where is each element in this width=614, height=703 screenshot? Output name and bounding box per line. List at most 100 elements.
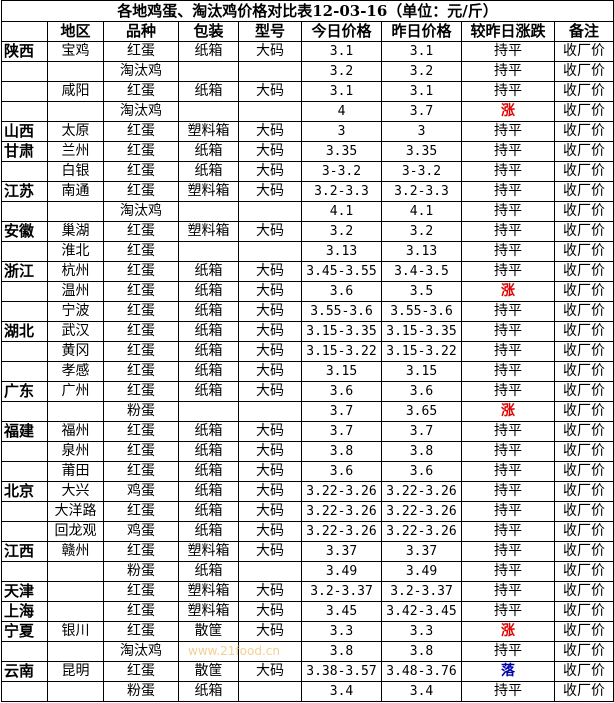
- cell-today-price: 3.45-3.55: [301, 261, 382, 282]
- cell-note: 收厂价: [553, 361, 614, 382]
- cell-size: 大码: [238, 301, 302, 322]
- cell-packaging: 纸箱: [178, 161, 239, 182]
- cell-region: 咸阳: [47, 81, 104, 102]
- table-row: 江西 赣州 红蛋 塑料箱 大码 3.37 3.37 持平 收厂价: [1, 541, 614, 562]
- cell-variety: 粉蛋: [103, 401, 179, 422]
- cell-packaging: 塑料箱: [178, 541, 239, 562]
- header-province: [1, 21, 48, 42]
- table-row: 淘汰鸡 4 3.7 涨收厂价: [1, 101, 614, 122]
- cell-packaging: 纸箱: [178, 341, 239, 362]
- cell-change: 持平: [461, 681, 555, 702]
- cell-change: 持平: [461, 481, 555, 502]
- cell-size: 大码: [238, 461, 302, 482]
- cell-region: 淮北: [47, 241, 104, 262]
- cell-yesterday-price: 3.22-3.26: [381, 481, 462, 502]
- cell-yesterday-price: 3.1: [381, 81, 462, 102]
- cell-packaging: 纸箱: [178, 41, 239, 62]
- cell-region: [47, 101, 104, 122]
- header-today-price: 今日价格: [301, 21, 382, 42]
- cell-province: 陕西: [1, 41, 48, 62]
- cell-variety: 红蛋: [103, 241, 179, 262]
- cell-size: [238, 561, 302, 582]
- cell-yesterday-price: 3.6: [381, 461, 462, 482]
- cell-change: 涨: [461, 401, 555, 422]
- cell-variety: 粉蛋: [103, 681, 179, 702]
- cell-note: 收厂价: [553, 601, 614, 622]
- cell-variety: 红蛋: [103, 161, 179, 182]
- cell-variety: 红蛋: [103, 41, 179, 62]
- cell-variety: 红蛋: [103, 321, 179, 342]
- cell-note: 收厂价: [553, 621, 614, 642]
- cell-variety: 鸡蛋: [103, 521, 179, 542]
- cell-today-price: 3.2-3.37: [301, 581, 382, 602]
- cell-variety: 淘汰鸡: [103, 101, 179, 122]
- cell-today-price: 3.3: [301, 621, 382, 642]
- cell-province: [1, 521, 48, 542]
- cell-province: 山西: [1, 121, 48, 142]
- cell-today-price: 3.2: [301, 221, 382, 242]
- cell-today-price: 3.7: [301, 401, 382, 422]
- cell-today-price: 3.2: [301, 61, 382, 82]
- cell-province: [1, 161, 48, 182]
- cell-variety: 红蛋: [103, 361, 179, 382]
- cell-province: [1, 201, 48, 222]
- cell-note: 收厂价: [553, 141, 614, 162]
- cell-today-price: 3.13: [301, 241, 382, 262]
- cell-region: 回龙观: [47, 521, 104, 542]
- cell-change: 持平: [461, 201, 555, 222]
- cell-province: [1, 281, 48, 302]
- cell-province: 江苏: [1, 181, 48, 202]
- table-row: 江苏 南通 红蛋 塑料箱 大码 3.2-3.3 3.2-3.3 持平 收厂价: [1, 181, 614, 202]
- table-row: 甘肃 兰州 红蛋 纸箱 大码 3.35 3.35 持平 收厂价: [1, 141, 614, 162]
- cell-size: 大码: [238, 441, 302, 462]
- cell-variety: 红蛋: [103, 301, 179, 322]
- cell-change: 持平: [461, 41, 555, 62]
- cell-note: 收厂价: [553, 81, 614, 102]
- cell-yesterday-price: 3.13: [381, 241, 462, 262]
- cell-today-price: 3.7: [301, 421, 382, 442]
- cell-change: 持平: [461, 541, 555, 562]
- cell-yesterday-price: 3.8: [381, 441, 462, 462]
- cell-change: 持平: [461, 261, 555, 282]
- cell-change: 落: [461, 661, 555, 682]
- cell-change: 持平: [461, 561, 555, 582]
- cell-region: 宁波: [47, 301, 104, 322]
- table-row: 安徽 巢湖 红蛋 塑料箱 大码 3.2 3.2 持平 收厂价: [1, 221, 614, 242]
- cell-packaging: 纸箱: [178, 561, 239, 582]
- cell-change: 持平: [461, 601, 555, 622]
- cell-yesterday-price: 3.35: [381, 141, 462, 162]
- cell-packaging: 塑料箱: [178, 581, 239, 602]
- cell-change: 持平: [461, 361, 555, 382]
- table-row: 粉蛋 纸箱 3.49 3.49 持平 收厂价: [1, 561, 614, 582]
- table-title: 各地鸡蛋、淘汰鸡价格对比表12-03-16（单位：元/斤）: [0, 0, 614, 22]
- cell-size: 大码: [238, 501, 302, 522]
- table-row: 云南 昆明 红蛋 散筐 大码 3.38-3.57 3.48-3.76 落收厂价: [1, 661, 614, 682]
- cell-change: 持平: [461, 521, 555, 542]
- cell-size: 大码: [238, 41, 302, 62]
- cell-note: 收厂价: [553, 241, 614, 262]
- table-row: 福建 福州 红蛋 纸箱 大码 3.7 3.7 持平 收厂价: [1, 421, 614, 442]
- cell-region: 温州: [47, 281, 104, 302]
- table-row: 湖北 武汉 红蛋 纸箱 大码 3.15-3.35 3.15-3.35 持平 收厂价: [1, 321, 614, 342]
- cell-today-price: 3.8: [301, 441, 382, 462]
- cell-today-price: 3.22-3.26: [301, 501, 382, 522]
- cell-region: [47, 401, 104, 422]
- cell-region: 武汉: [47, 321, 104, 342]
- cell-province: [1, 61, 48, 82]
- cell-note: 收厂价: [553, 441, 614, 462]
- table-row: 北京 大兴 鸡蛋 纸箱 大码 3.22-3.26 3.22-3.26 持平 收厂价: [1, 481, 614, 502]
- table-row: 浙江 杭州 红蛋 纸箱 大码 3.45-3.55 3.4-3.5 持平 收厂价: [1, 261, 614, 282]
- cell-province: 江西: [1, 541, 48, 562]
- cell-note: 收厂价: [553, 501, 614, 522]
- table-row: 陕西 宝鸡 红蛋 纸箱 大码 3.1 3.1 持平 收厂价: [1, 41, 614, 62]
- cell-variety: 粉蛋: [103, 561, 179, 582]
- cell-packaging: 纸箱: [178, 81, 239, 102]
- cell-variety: 红蛋: [103, 621, 179, 642]
- table-row: 粉蛋 3.7 3.65 涨收厂价: [1, 401, 614, 422]
- cell-size: 大码: [238, 321, 302, 342]
- cell-note: 收厂价: [553, 181, 614, 202]
- table-row: 孝感 红蛋 纸箱 大码 3.15 3.15 持平 收厂价: [1, 361, 614, 382]
- cell-region: 银川: [47, 621, 104, 642]
- cell-variety: 红蛋: [103, 661, 179, 682]
- cell-packaging: 纸箱: [178, 521, 239, 542]
